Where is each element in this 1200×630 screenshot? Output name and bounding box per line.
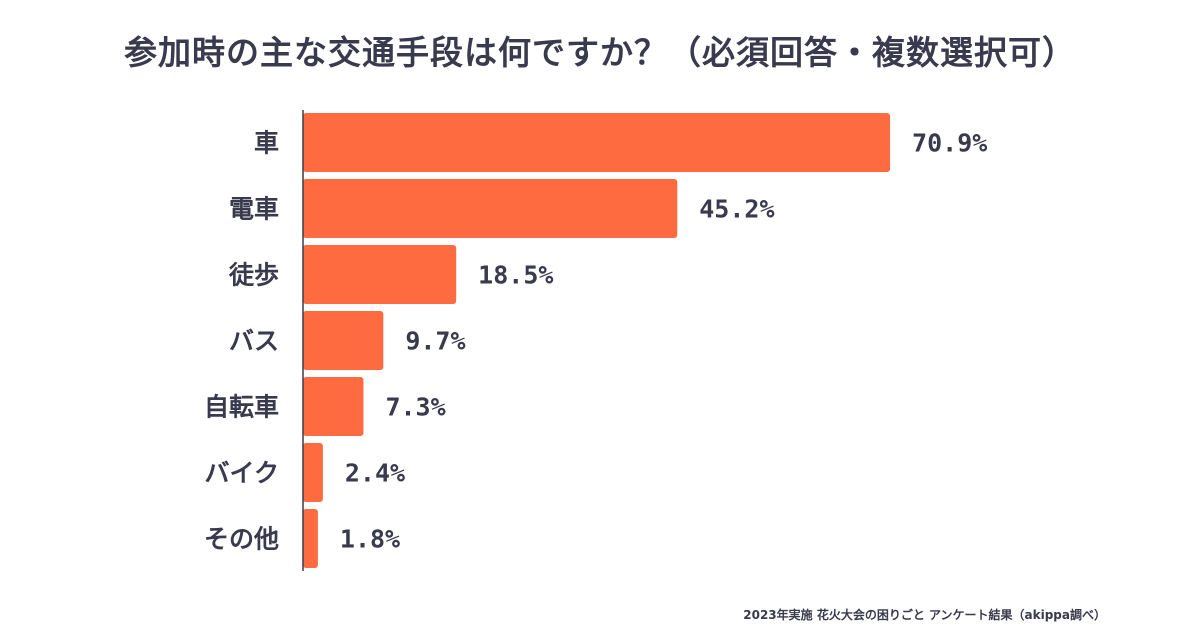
category-label: バイク [204, 459, 279, 488]
source-footnote: 2023年実施 花火大会の困りごと アンケート結果（akippa調べ） [743, 608, 1106, 622]
category-label: 車 [254, 129, 279, 158]
value-label: 45.2% [699, 195, 774, 224]
category-label: その他 [204, 525, 279, 554]
category-label: 徒歩 [228, 261, 279, 290]
value-label: 18.5% [478, 261, 553, 290]
chart-title: 参加時の主な交通手段は何ですか？（必須回答・複数選択可） [124, 33, 1076, 72]
category-label: 電車 [229, 195, 279, 224]
value-label: 70.9% [912, 129, 987, 158]
value-labels-group: 70.9% 45.2% 18.5% 9.7% 7.3% 2.4% 1.8% [340, 129, 987, 554]
bar [303, 113, 891, 172]
bar [303, 311, 384, 370]
bar [303, 443, 323, 502]
category-label: バス [229, 327, 279, 356]
bar [303, 245, 457, 304]
value-label: 1.8% [340, 525, 400, 554]
category-label: 自転車 [204, 393, 279, 422]
value-label: 7.3% [385, 393, 445, 422]
bars-group [303, 113, 891, 568]
bar [303, 179, 678, 238]
bar [303, 377, 364, 436]
value-label: 2.4% [345, 459, 405, 488]
value-label: 9.7% [405, 327, 465, 356]
bar [303, 509, 318, 568]
